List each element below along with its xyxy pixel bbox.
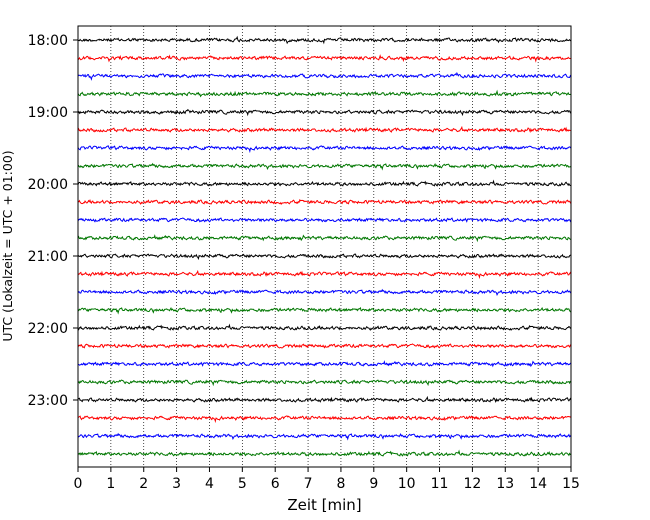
trace-line	[77, 253, 572, 261]
plot-frame	[77, 25, 572, 468]
x-tick-label: 10	[398, 476, 416, 492]
y-tick-label: 22:00	[28, 321, 68, 337]
seismogram-traces	[77, 35, 572, 457]
x-tick-label: 0	[74, 476, 83, 492]
x-tick-label: 3	[172, 476, 181, 492]
x-axis: 0 1 2 3 4 5 6 7 8 9 10 11 12 13 14 15	[74, 467, 580, 492]
trace-line	[77, 288, 572, 296]
x-tick-label: 6	[271, 476, 280, 492]
trace-line	[77, 379, 572, 387]
trace-line	[77, 395, 572, 403]
y-tick-label: 20:00	[28, 177, 68, 193]
trace-line	[77, 323, 572, 331]
x-tick-label: 11	[431, 476, 449, 492]
x-tick-label: 15	[562, 476, 580, 492]
trace-line	[77, 71, 572, 81]
y-axis: 18:00 19:00 20:00 21:00 22:00 23:00	[28, 33, 78, 409]
y-tick-label: 23:00	[28, 393, 68, 409]
trace-line	[77, 432, 572, 441]
trace-line	[77, 343, 572, 349]
x-tick-label: 2	[139, 476, 148, 492]
y-axis-label: UTC (Lokalzeit = UTC + 01:00)	[0, 150, 15, 341]
trace-line	[77, 360, 572, 368]
trace-line	[77, 162, 572, 171]
x-tick-label: 12	[463, 476, 481, 492]
x-tick-label: 8	[336, 476, 345, 492]
y-tick-label: 21:00	[28, 249, 68, 265]
x-tick-label: 13	[496, 476, 514, 492]
trace-line	[77, 234, 572, 243]
x-tick-label: 14	[529, 476, 547, 492]
x-tick-label: 4	[205, 476, 214, 492]
trace-line	[77, 145, 572, 154]
y-tick-label: 18:00	[28, 33, 68, 49]
x-tick-label: 5	[238, 476, 247, 492]
trace-line	[77, 415, 572, 424]
x-tick-label: 1	[106, 476, 115, 492]
trace-line	[77, 125, 572, 133]
x-tick-label: 9	[369, 476, 378, 492]
trace-line	[77, 217, 572, 223]
plot-background	[78, 26, 571, 467]
trace-line	[77, 179, 572, 187]
trace-line	[77, 306, 572, 315]
trace-line	[77, 89, 572, 98]
x-axis-label: Zeit [min]	[287, 496, 361, 514]
y-tick-label: 19:00	[28, 105, 68, 121]
trace-line	[77, 198, 572, 205]
trace-line	[77, 449, 572, 457]
trace-line	[77, 108, 572, 117]
trace-line	[77, 54, 572, 63]
x-tick-label: 7	[304, 476, 313, 492]
trace-line	[77, 35, 572, 45]
trace-line	[77, 269, 572, 280]
